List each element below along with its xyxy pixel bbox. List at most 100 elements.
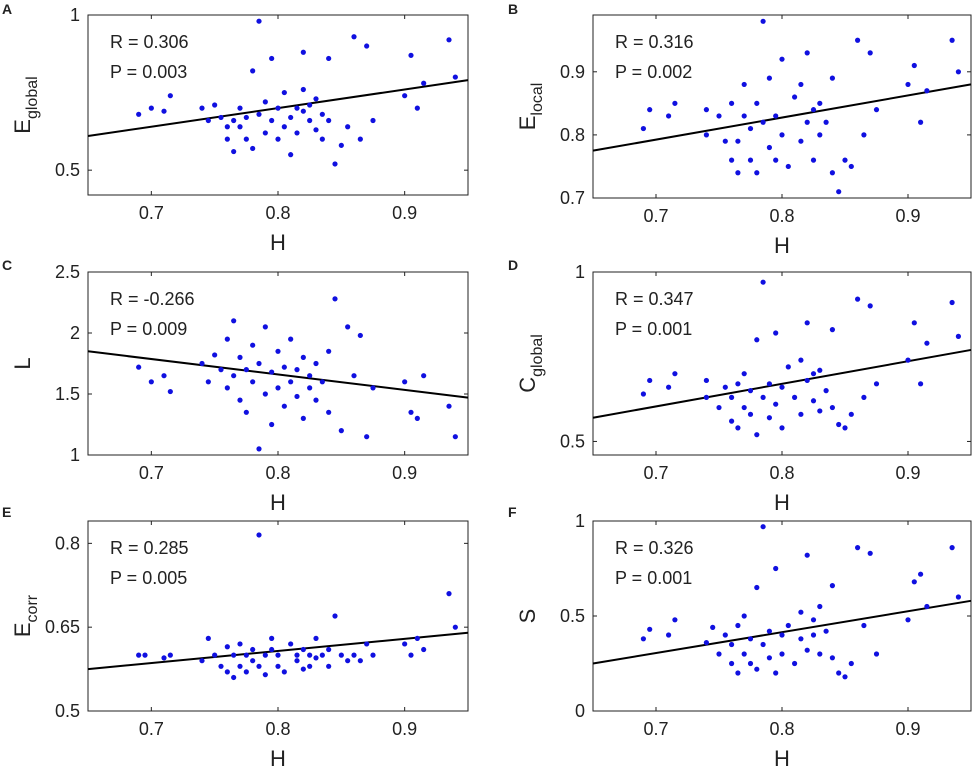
data-point (810, 632, 817, 638)
data-point (754, 584, 760, 591)
data-point (710, 624, 716, 631)
data-point (218, 114, 224, 121)
data-point (829, 170, 836, 176)
y-axis-label-c: L (10, 357, 35, 369)
data-point (955, 69, 962, 75)
data-point (364, 641, 370, 647)
data-point (924, 340, 930, 346)
panel-d: D 0.7 0.8 0.9 0.5 1 H Cglobal R = 0.347 P = 0.001 (508, 257, 972, 515)
data-point (262, 672, 268, 678)
data-point (136, 364, 142, 370)
data-point (760, 119, 766, 125)
data-point (218, 663, 224, 669)
data-point (212, 652, 218, 658)
y-tick-label: 0.8 (55, 533, 80, 553)
data-point (666, 384, 672, 390)
x-tick-label: 0.8 (769, 206, 794, 226)
data-point (817, 651, 823, 657)
data-point (955, 594, 962, 600)
data-point (729, 157, 735, 163)
data-point (205, 379, 211, 385)
x-tick-label: 0.8 (265, 203, 290, 223)
data-point (250, 646, 256, 653)
data-point (729, 100, 735, 106)
data-point (161, 655, 167, 661)
data-point (703, 107, 710, 113)
y-tick-label: 1 (575, 262, 585, 282)
data-point (779, 425, 785, 431)
data-point (861, 132, 867, 138)
data-point (747, 157, 754, 163)
y-axis-label-subscript: corr (24, 594, 41, 622)
data-point (766, 415, 773, 421)
data-point (848, 163, 854, 170)
y-axis-label-main: S (515, 609, 540, 624)
data-point (370, 385, 376, 391)
data-point (224, 336, 230, 342)
data-point (256, 18, 262, 24)
data-point (275, 348, 281, 354)
data-point (256, 663, 262, 669)
data-point (402, 93, 408, 99)
data-point (817, 367, 823, 373)
y-axis-label-f: S (515, 609, 540, 624)
data-point (735, 381, 741, 387)
data-point (804, 552, 810, 558)
data-point (421, 373, 427, 379)
data-point (747, 660, 754, 667)
data-point (326, 117, 332, 124)
y-axis-label-a: Eglobal (10, 76, 41, 133)
y-tick-label: 1 (70, 445, 80, 465)
data-point (754, 170, 760, 176)
y-tick-label: 1 (575, 511, 585, 531)
data-point (300, 49, 306, 55)
data-point (760, 524, 766, 530)
data-point (804, 320, 810, 326)
data-point (256, 360, 262, 367)
data-point (810, 371, 817, 377)
data-point (288, 641, 294, 647)
data-point (792, 660, 798, 667)
data-point (810, 157, 817, 163)
data-point (446, 591, 452, 597)
data-point (672, 617, 678, 623)
data-point (142, 652, 148, 658)
data-point (300, 354, 306, 360)
data-point (747, 636, 754, 642)
data-point (716, 651, 722, 657)
data-point (313, 635, 319, 641)
data-point (300, 108, 306, 114)
data-point (842, 425, 848, 431)
data-point (224, 124, 230, 130)
p-value-b: P = 0.002 (615, 62, 692, 82)
data-point (836, 670, 842, 676)
data-point (779, 632, 785, 638)
data-point (262, 652, 268, 658)
data-point (754, 666, 760, 672)
y-tick-label: 0.65 (45, 617, 80, 637)
x-tick-label: 0.8 (769, 719, 794, 739)
data-point (414, 105, 420, 111)
data-point (199, 658, 205, 664)
data-point (785, 163, 791, 170)
data-point (848, 660, 854, 667)
data-point (452, 624, 458, 630)
data-point (798, 138, 804, 144)
data-point (402, 379, 408, 385)
panel-c: C 0.7 0.8 0.9 1 1.5 2 2.5 H L R = -0.266 P = 0.009 (2, 257, 469, 515)
data-point (332, 161, 338, 167)
data-point (313, 360, 319, 367)
data-point (275, 652, 281, 658)
data-point (326, 646, 332, 653)
y-axis-label-main: E (10, 119, 35, 134)
r-value-c: R = -0.266 (110, 289, 195, 309)
data-point (281, 89, 287, 96)
data-point (250, 658, 256, 664)
data-point (741, 613, 747, 619)
x-axis-label-a: H (270, 230, 286, 255)
data-point (205, 117, 211, 124)
data-point (911, 62, 917, 69)
data-point (785, 622, 791, 629)
data-point (729, 660, 735, 667)
